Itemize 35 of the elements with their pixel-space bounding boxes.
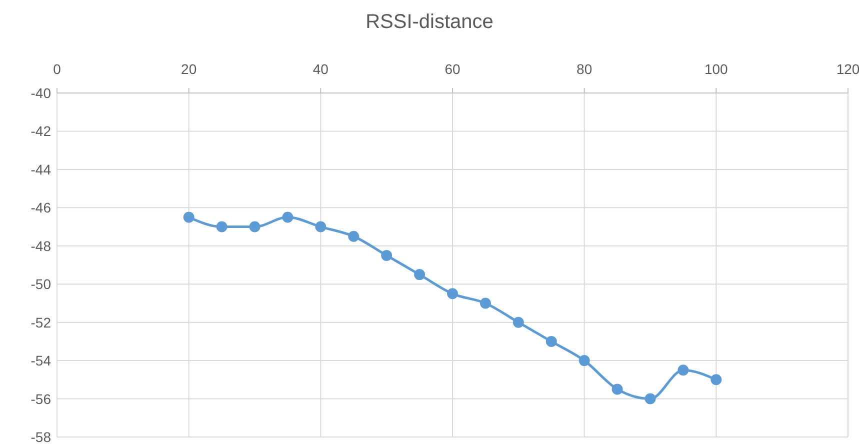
point <box>183 212 194 223</box>
point <box>546 336 557 347</box>
point <box>381 250 392 261</box>
x-tick-label: 40 <box>312 61 329 77</box>
point <box>512 316 524 328</box>
point <box>480 298 491 309</box>
point <box>348 230 360 242</box>
y-tick-label: -56 <box>30 390 52 407</box>
point <box>578 355 590 366</box>
y-tick-label: -40 <box>30 85 52 101</box>
point <box>216 221 228 232</box>
chart-title: RSSI-distance <box>366 11 494 33</box>
x-tick-label: 80 <box>576 61 592 77</box>
point <box>710 374 722 386</box>
y-tick-label: -54 <box>30 352 52 369</box>
point <box>644 393 656 404</box>
x-tick-label: 100 <box>704 61 728 77</box>
point <box>678 364 689 376</box>
x-tick-label: 0 <box>53 61 62 77</box>
y-tick-label: -42 <box>30 123 52 140</box>
y-tick-label: -44 <box>30 161 52 178</box>
y-tick-label: -48 <box>30 238 52 254</box>
point <box>447 288 458 300</box>
x-tick-label: 60 <box>444 61 460 77</box>
y-tick-label: -46 <box>30 200 52 216</box>
y-tick-label: -50 <box>30 276 52 292</box>
x-tick-label: 20 <box>181 61 197 77</box>
x-tick-label: 120 <box>836 61 859 77</box>
y-tick-label: -52 <box>30 314 52 330</box>
point <box>414 269 426 280</box>
point <box>612 384 623 395</box>
point <box>315 221 326 232</box>
point <box>282 212 294 223</box>
point <box>249 221 260 232</box>
y-tick-label: -58 <box>30 429 52 445</box>
